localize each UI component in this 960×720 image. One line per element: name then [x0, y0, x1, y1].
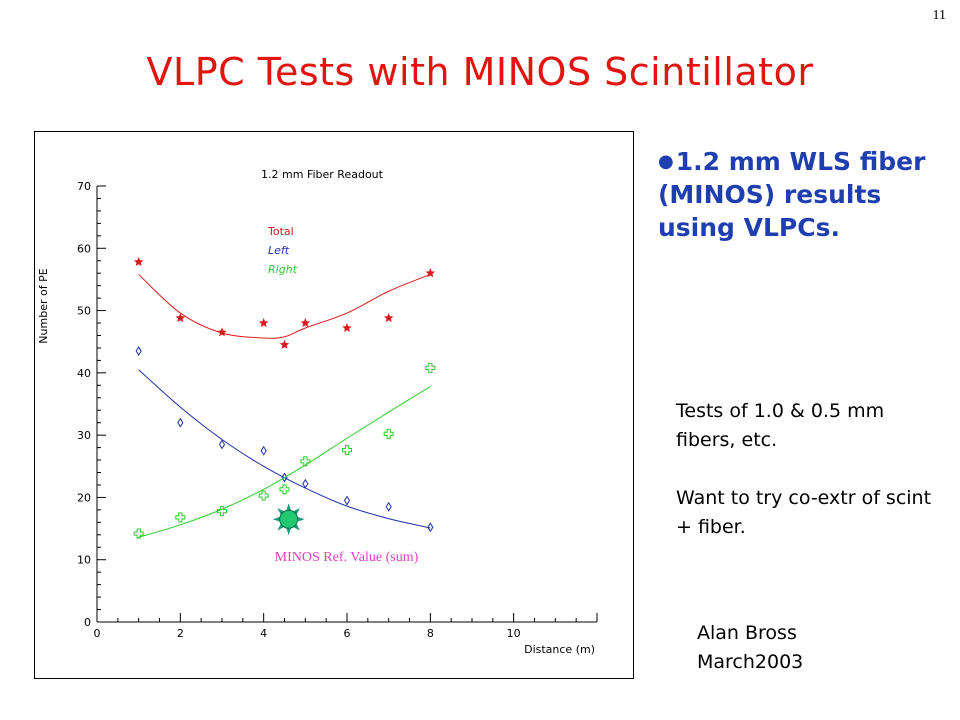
- reference-ray: [285, 526, 292, 536]
- point-right: [175, 512, 186, 523]
- y-tick-label: 40: [77, 367, 91, 380]
- y-tick-label: 50: [77, 305, 91, 318]
- note-fibers: Tests of 1.0 & 0.5 mm fibers, etc.: [676, 400, 885, 451]
- reference-marker: [272, 503, 305, 536]
- y-tick-label: 30: [77, 429, 91, 442]
- point-left: [177, 417, 184, 428]
- point-total: [175, 313, 186, 323]
- point-left: [385, 501, 392, 512]
- y-tick-label: 60: [77, 242, 91, 255]
- plot-frame: 0 2 4 6 8 10 0 10 20 30 40 50 60 70 1.2 mm Fiber Reado…: [34, 131, 634, 679]
- point-right: [383, 428, 394, 439]
- point-left: [135, 346, 142, 357]
- point-total: [217, 327, 227, 337]
- reference-ray: [272, 516, 282, 522]
- chart-title: 1.2 mm Fiber Readout: [261, 168, 384, 181]
- note-coextrusion: Want to try co-extr of scint + fiber.: [676, 487, 932, 538]
- point-total: [279, 339, 290, 349]
- x-tick-label: 8: [427, 627, 434, 640]
- author-name: Alan Bross: [697, 622, 797, 644]
- point-right: [217, 506, 227, 517]
- reference-dot: [279, 509, 299, 529]
- y-tick-label: 70: [77, 180, 91, 193]
- point-right: [133, 528, 144, 539]
- x-tick-label: 4: [260, 627, 267, 640]
- fit-curve-left: [138, 369, 431, 529]
- point-left: [427, 522, 434, 533]
- point-total: [133, 256, 144, 267]
- reference-ray: [296, 516, 305, 522]
- slide-title: VLPC Tests with MINOS Scintillator: [146, 50, 814, 94]
- point-left: [302, 478, 309, 489]
- notes: Tests of 1.0 & 0.5 mm fibers, etc. Want …: [676, 397, 946, 542]
- bullet-point: ●1.2 mm WLS fiber (MINOS) results using …: [658, 145, 948, 244]
- legend-total: Total: [267, 225, 294, 238]
- point-right: [279, 484, 290, 495]
- x-tick-label: 2: [177, 627, 184, 640]
- y-axis-label: Number of PE: [37, 268, 50, 343]
- x-tick-label: 6: [344, 627, 351, 640]
- point-right: [342, 445, 352, 456]
- legend-right: Right: [268, 263, 298, 276]
- point-total: [300, 318, 311, 328]
- reference-label: MINOS Ref. Value (sum): [275, 550, 419, 565]
- point-left: [343, 495, 351, 506]
- x-axis-label: Distance (m): [524, 643, 595, 656]
- bullet-text: 1.2 mm WLS fiber (MINOS) results using V…: [658, 147, 926, 242]
- author-date: March2003: [697, 651, 804, 673]
- point-right: [425, 362, 436, 373]
- fit-curve-right: [138, 386, 431, 538]
- point-total: [258, 318, 269, 328]
- point-right: [258, 490, 269, 501]
- author-block: Alan Bross March2003: [697, 619, 897, 677]
- y-tick-label: 0: [84, 616, 91, 629]
- point-total: [342, 323, 352, 333]
- point-total: [383, 313, 394, 323]
- chart: 0 2 4 6 8 10 0 10 20 30 40 50 60 70 1.2 mm Fiber Reado…: [37, 168, 598, 656]
- slide-number: 11: [932, 8, 946, 23]
- y-tick-label: 10: [77, 554, 91, 567]
- point-total: [425, 268, 436, 278]
- x-tick-label: 10: [507, 627, 521, 640]
- reference-ray: [285, 503, 292, 512]
- y-tick-label: 20: [77, 491, 91, 504]
- x-tick-label: 0: [94, 627, 101, 640]
- legend-left: Left: [268, 244, 290, 257]
- point-right: [300, 456, 311, 467]
- bullet-icon: ●: [658, 151, 674, 172]
- point-left: [218, 439, 226, 450]
- point-left: [260, 445, 267, 456]
- fit-curve-total: [138, 273, 431, 339]
